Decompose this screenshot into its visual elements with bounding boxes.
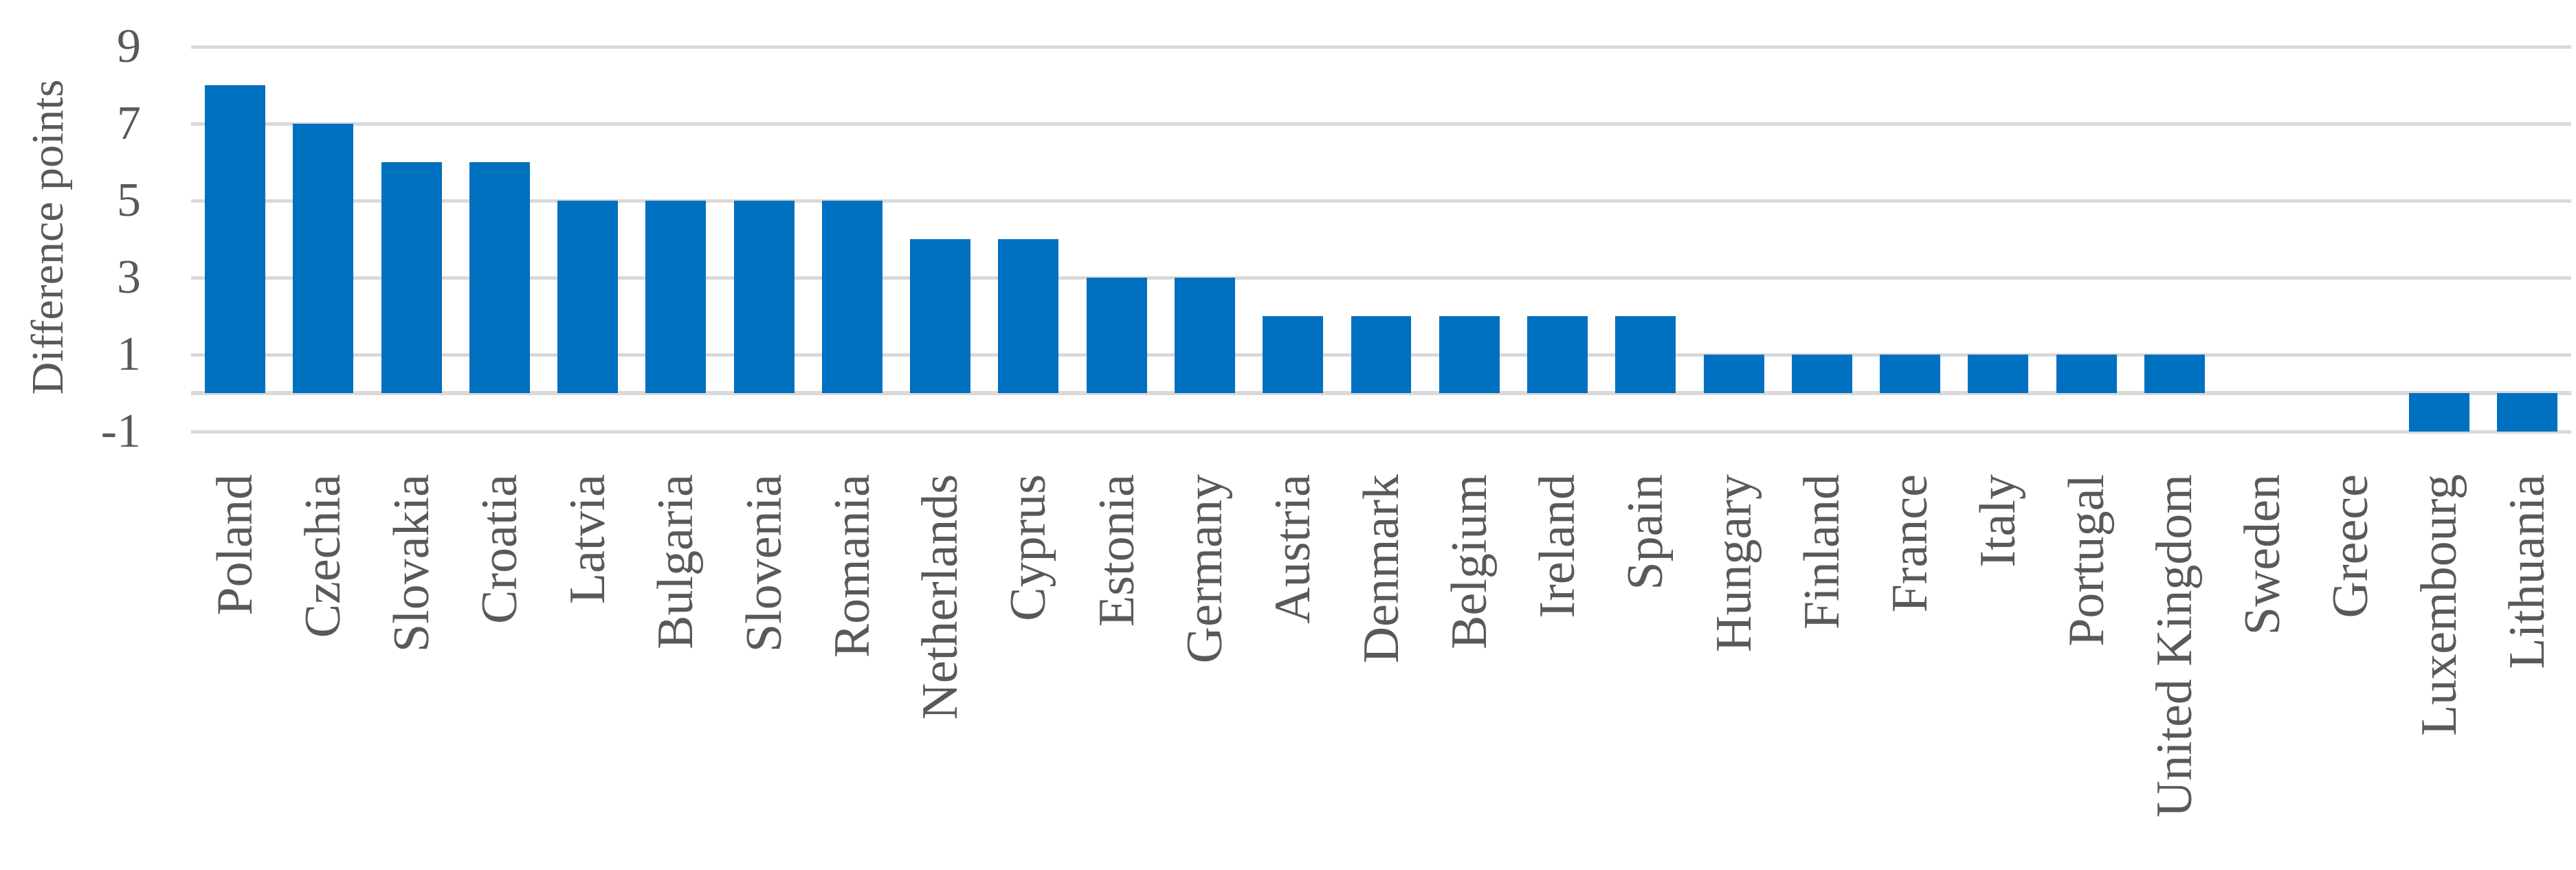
gridline <box>191 199 2571 203</box>
x-axis-label-slovakia: Slovakia <box>383 474 440 652</box>
x-axis-label-portugal: Portugal <box>2058 474 2115 647</box>
bar-slovakia <box>381 162 442 393</box>
x-axis-label-denmark: Denmark <box>1353 474 1410 664</box>
x-axis-label-slovenia: Slovenia <box>735 474 792 652</box>
x-axis-line <box>191 391 2571 395</box>
x-axis-label-sweden: Sweden <box>2234 474 2291 636</box>
bar-luxembourg <box>2408 393 2469 432</box>
bar-france <box>1880 355 1941 393</box>
x-axis-label-czechia: Czechia <box>295 474 352 638</box>
x-axis-label-ireland: Ireland <box>1529 474 1586 618</box>
x-axis-label-estonia: Estonia <box>1088 474 1145 627</box>
x-axis-label-hungary: Hungary <box>1705 474 1762 652</box>
gridline <box>191 122 2571 126</box>
bar-italy <box>1968 355 2029 393</box>
bar-poland <box>205 85 266 393</box>
bar-latvia <box>557 201 619 393</box>
bar-finland <box>1791 355 1852 393</box>
bar-belgium <box>1439 316 1500 393</box>
x-axis-label-bulgaria: Bulgaria <box>647 474 704 649</box>
x-axis-label-latvia: Latvia <box>559 474 617 605</box>
bar-germany <box>1174 278 1235 393</box>
y-axis-tick-label: 5 <box>117 174 141 227</box>
bar-croatia <box>469 162 530 393</box>
x-axis-label-germany: Germany <box>1176 474 1233 664</box>
x-axis-label-croatia: Croatia <box>471 474 528 624</box>
gridline <box>191 276 2571 280</box>
x-axis-label-luxembourg: Luxembourg <box>2410 474 2467 736</box>
x-axis-label-belgium: Belgium <box>1441 474 1498 649</box>
bar-denmark <box>1351 316 1412 393</box>
x-axis-label-cyprus: Cyprus <box>1000 474 1057 621</box>
x-axis-label-romania: Romania <box>823 474 880 658</box>
y-axis-tick-label: 1 <box>117 328 141 381</box>
y-axis-tick-label: -1 <box>100 405 141 458</box>
x-axis-label-austria: Austria <box>1265 474 1322 624</box>
bar-cyprus <box>998 239 1059 393</box>
bar-spain <box>1615 316 1676 393</box>
y-axis-tick-label: 7 <box>117 97 141 150</box>
gridline <box>191 430 2571 434</box>
bar-romania <box>821 201 882 393</box>
gridline <box>191 45 2571 49</box>
bar-netherlands <box>910 239 971 393</box>
bar-lithuania <box>2496 393 2557 432</box>
bar-slovenia <box>733 201 795 393</box>
x-axis-label-france: France <box>1882 474 1939 613</box>
y-axis-tick-label: 9 <box>117 20 141 73</box>
bar-united-kingdom <box>2144 355 2205 393</box>
bar-estonia <box>1086 278 1147 393</box>
bar-bulgaria <box>645 201 707 393</box>
y-axis-tick-label: 3 <box>117 251 141 304</box>
x-axis-label-netherlands: Netherlands <box>912 474 969 720</box>
x-axis-label-finland: Finland <box>1793 474 1850 630</box>
bar-austria <box>1263 316 1324 393</box>
bar-portugal <box>2056 355 2117 393</box>
x-axis-label-united-kingdom: United Kingdom <box>2146 474 2203 818</box>
bar-ireland <box>1527 316 1588 393</box>
bar-czechia <box>293 124 354 393</box>
x-axis-label-spain: Spain <box>1617 474 1674 590</box>
bar-hungary <box>1703 355 1764 393</box>
x-axis-label-lithuania: Lithuania <box>2498 474 2555 669</box>
x-axis-label-poland: Poland <box>207 474 264 616</box>
x-axis-label-greece: Greece <box>2322 474 2379 618</box>
x-axis-label-italy: Italy <box>1970 474 2027 568</box>
